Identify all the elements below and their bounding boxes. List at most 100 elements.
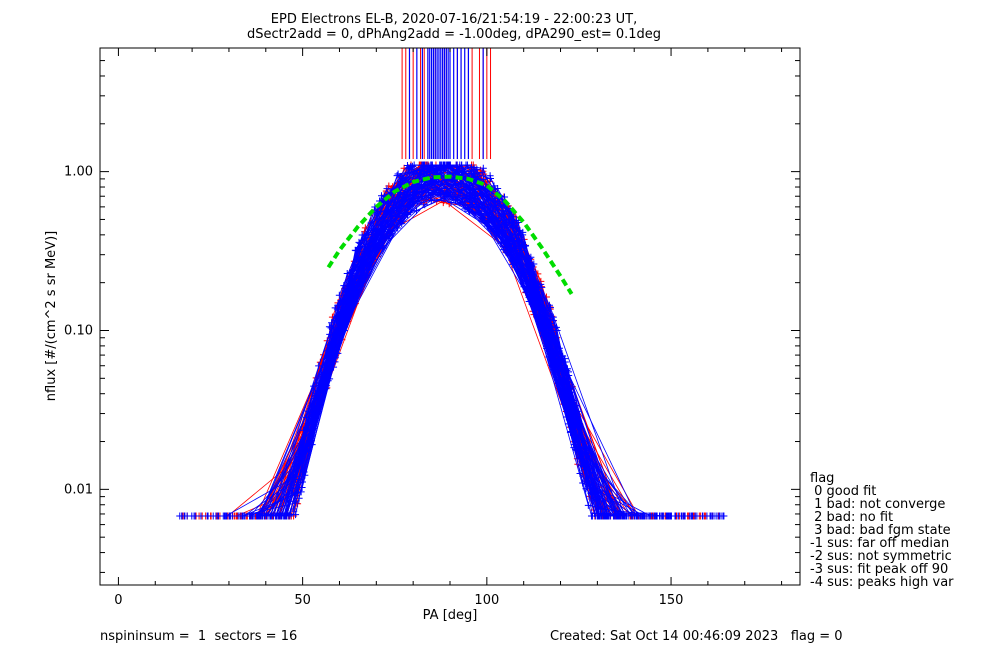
blue-trace-point [591, 510, 599, 518]
blue-trace-line [187, 179, 711, 517]
legend-item: -1 sus: far off median [810, 536, 950, 551]
blue-trace-point [459, 198, 467, 206]
y-tick-label: 0.01 [64, 482, 93, 497]
y-axis-label: nflux [#/(cm^2 s sr MeV)] [44, 231, 59, 401]
blue-trace-line [215, 183, 664, 517]
blue-trace-point [458, 161, 466, 169]
red-trace-line [296, 164, 618, 517]
blue-trace-point [526, 271, 534, 279]
legend-item: -2 sus: not symmetric [810, 549, 952, 564]
blue-trace-point [537, 280, 545, 288]
blue-trace-line [207, 186, 627, 517]
blue-trace-point [494, 184, 502, 192]
legend-title: flag [810, 471, 835, 486]
vertical-markers-layer [401, 48, 492, 160]
x-axis-label: PA [deg] [423, 608, 478, 623]
blue-trace-point [325, 323, 333, 331]
blue-trace-point [397, 177, 405, 185]
blue-trace-point [506, 247, 514, 255]
blue-trace-point [378, 192, 386, 200]
blue-trace-line [191, 180, 723, 517]
blue-trace-point [347, 269, 355, 277]
blue-trace-line [316, 164, 614, 517]
blue-trace-point [547, 320, 555, 328]
blue-trace-point [594, 505, 602, 513]
blue-trace-point [469, 185, 477, 193]
blue-trace-line [258, 164, 667, 517]
blue-trace-line [184, 167, 690, 517]
blue-trace-point [479, 164, 487, 172]
blue-trace-point [487, 174, 495, 182]
blue-trace-point [290, 507, 298, 515]
red-trace-line [240, 166, 705, 517]
blue-trace-point [364, 262, 372, 270]
red-trace-line [265, 168, 666, 517]
legend-item: 2 bad: no fit [810, 510, 894, 525]
red-trace-line [272, 179, 578, 517]
blue-trace-point [358, 231, 366, 239]
blue-trace-point [464, 205, 472, 213]
chart-title: EPD Electrons EL-B, 2020-07-16/21:54:19 … [271, 12, 637, 27]
blue-trace-line [179, 188, 682, 517]
blue-trace-point [717, 512, 725, 520]
blue-trace-point [495, 216, 503, 224]
blue-trace-point [249, 512, 257, 520]
blue-trace-point [328, 319, 336, 327]
blue-trace-point [592, 496, 600, 504]
blue-trace-point [355, 238, 363, 246]
blue-trace-point [292, 511, 300, 519]
blue-trace-point [563, 378, 571, 386]
blue-trace-point [353, 271, 361, 279]
red-trace-line [259, 164, 620, 517]
fit-curve [326, 174, 574, 295]
blue-trace-point [176, 512, 184, 520]
blue-trace-point [460, 168, 468, 176]
blue-trace-line [195, 170, 635, 517]
blue-trace-point [384, 207, 392, 215]
blue-trace-point [355, 254, 363, 262]
red-trace-line [208, 172, 684, 517]
blue-trace-point [383, 185, 391, 193]
legend-item: 0 good fit [810, 484, 877, 499]
blue-trace-point [483, 217, 491, 225]
blue-traces-layer [176, 161, 728, 520]
y-tick-label: 1.00 [64, 165, 93, 180]
red-trace-line [205, 164, 684, 517]
blue-trace-point [691, 512, 699, 520]
blue-trace-line [182, 168, 692, 517]
blue-trace-point [547, 349, 555, 357]
blue-trace-line [298, 164, 611, 517]
blue-trace-point [421, 201, 429, 209]
x-tick-label: 100 [474, 593, 499, 608]
blue-trace-point [308, 441, 316, 449]
fit-curve-layer [326, 174, 574, 295]
x-tick-label: 150 [659, 593, 684, 608]
blue-trace-point [404, 164, 412, 172]
blue-trace-point [291, 497, 299, 505]
blue-trace-point [445, 161, 453, 169]
blue-trace-point [396, 173, 404, 181]
red-trace-line [202, 164, 695, 517]
red-trace-line [307, 190, 621, 517]
blue-trace-point [402, 196, 410, 204]
blue-trace-point [331, 304, 339, 312]
blue-trace-line [293, 191, 682, 517]
blue-trace-point [561, 392, 569, 400]
blue-trace-point [521, 242, 529, 250]
blue-trace-point [615, 512, 623, 520]
blue-trace-point [308, 408, 316, 416]
blue-trace-point [646, 512, 654, 520]
blue-trace-point [420, 161, 428, 169]
blue-trace-point [281, 512, 289, 520]
blue-trace-point [355, 245, 363, 253]
blue-trace-point [582, 485, 590, 493]
legend-item: -4 sus: peaks high var [810, 575, 954, 590]
blue-trace-point [334, 349, 342, 357]
blue-trace-point [331, 358, 339, 366]
legend-item: 3 bad: bad fgm state [810, 523, 951, 538]
blue-trace-point [369, 238, 377, 246]
footer-left: nspininsum = 1 sectors = 16 [100, 629, 298, 644]
blue-trace-point [452, 166, 460, 174]
x-tick-label: 0 [114, 593, 122, 608]
